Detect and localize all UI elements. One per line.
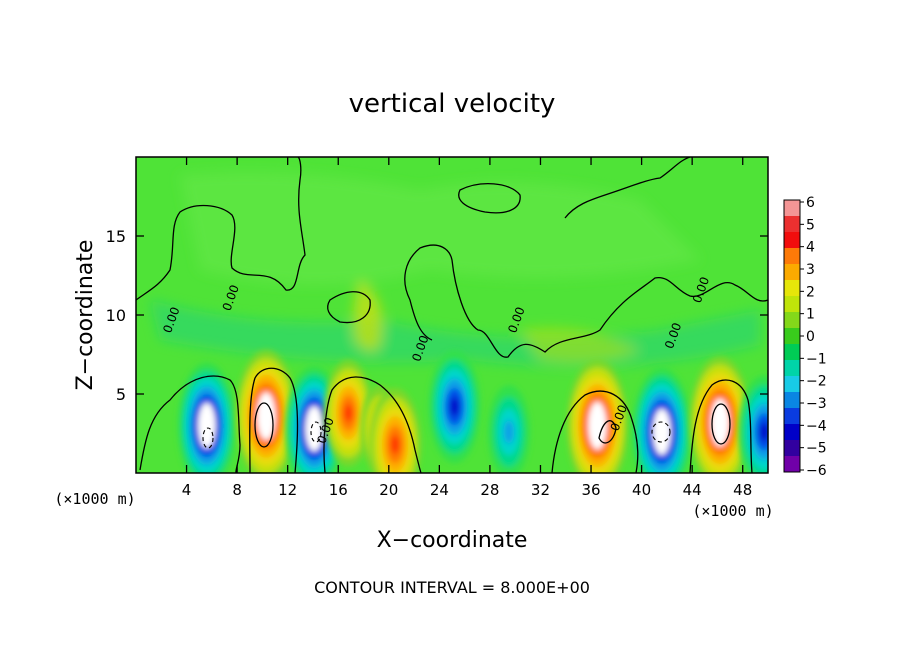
mid-yellow-wisp [353,280,383,352]
x-tick-label: 28 [480,481,499,499]
y-ticks: 5 10 15 [106,227,768,404]
colorbar-swatch [784,216,800,233]
x-unit-left: (×1000 m) [54,490,135,508]
x-tick-label: 12 [278,481,297,499]
contour-low-left [139,375,241,473]
velocity-features [177,349,768,473]
mid-yellow-wisp-2 [520,327,640,364]
dashed-core-3 [651,421,671,443]
field-texture [150,172,760,368]
x-tick-label: 44 [683,481,702,499]
y-tick-label: 5 [116,385,126,404]
velocity-core [588,401,607,450]
colorbar-tick-label: −5 [806,441,827,457]
colorbar-swatch [784,360,800,377]
contour-zero-right [404,244,768,358]
velocity-cell [235,349,297,473]
contour-upper-right [564,157,691,219]
velocity-cell [177,362,236,473]
velocity-cell [487,385,531,473]
contour-blob-2 [458,183,521,214]
upper-light-patch [180,172,700,285]
velocity-core [710,398,730,447]
contour-low-mid [249,367,299,473]
colorbar: 6 5 4 3 2 1 0 −1 −2 −3 −4 −5 −6 [783,195,827,479]
colorbar-swatch [784,456,800,473]
velocity-core [652,408,671,456]
velocity-cell [428,350,481,464]
colorbar-swatch [784,328,800,345]
colorbar-tick-label: 5 [806,217,815,233]
contour-interval: CONTOUR INTERVAL = 8.000E+00 [314,578,590,597]
contour-blob-1 [327,291,371,324]
velocity-level [450,397,459,417]
contour-low-right [551,390,639,473]
colorbar-tick-label: 1 [806,307,815,323]
colorbar-swatch [784,424,800,441]
contour-lines [136,157,768,473]
velocity-level [344,404,353,422]
colorbar-swatch [784,264,800,281]
contour-core-3 [598,420,617,444]
x-tick-label: 40 [632,481,651,499]
colorbar-swatch [784,440,800,457]
y-axis-label: Z−coordinate [73,240,98,391]
x-tick-label: 36 [581,481,600,499]
colorbar-tick-label: −1 [806,351,827,367]
velocity-cell [631,367,692,473]
colorbar-swatch [784,312,800,329]
x-unit-right: (×1000 m) [692,502,773,520]
colorbar-tick-label: 0 [806,329,815,345]
velocity-level [503,420,515,444]
velocity-level [390,435,400,454]
x-tick-label: 8 [232,481,242,499]
dashed-core-1 [202,427,214,449]
x-tick-label: 24 [430,481,449,499]
x-tick-label: 4 [182,481,192,499]
velocity-core [198,402,216,449]
colorbar-swatch [784,248,800,265]
colorbar-swatch [784,280,800,297]
velocity-cell [369,388,422,473]
colorbar-swatch [784,344,800,361]
y-tick-label: 15 [106,227,126,246]
x-tick-label: 48 [733,481,752,499]
colorbar-tick-label: 2 [806,284,815,300]
colorbar-swatch [784,376,800,393]
velocity-cell [738,375,768,473]
y-tick-label: 10 [106,306,126,325]
x-ticks: 4 8 12 16 20 24 28 32 36 40 44 48 [182,157,752,499]
colorbar-tick-label: −2 [806,374,827,390]
colorbar-swatch [784,408,800,425]
colorbar-swatch [784,392,800,409]
colorbar-tick-label: 3 [806,262,815,278]
x-tick-label: 32 [531,481,550,499]
x-tick-label: 16 [329,481,348,499]
contour-core-2 [711,403,731,445]
colorbar-tick-label: 6 [806,195,815,211]
x-axis-label: X−coordinate [377,528,528,553]
contour-low-right2 [689,379,753,473]
contour-low-mid2 [323,376,422,473]
colorbar-tick-label: 4 [806,240,815,256]
chart-title: vertical velocity [349,89,556,119]
colorbar-tick-label: −3 [806,396,827,412]
contour-core-1 [254,402,274,448]
colorbar-swatch [784,200,800,217]
colorbar-tick-label: −6 [806,463,827,479]
velocity-level [759,422,768,442]
contour-zero-main [136,157,306,301]
velocity-cell [566,359,629,473]
contour-dashed [202,421,671,449]
colorbar-swatch [784,232,800,249]
dashed-core-2 [310,421,322,443]
colorbar-tick-label: −4 [806,418,827,434]
x-tick-label: 20 [379,481,398,499]
colorbar-swatch [784,296,800,313]
velocity-cell [323,359,373,467]
plot-area: 0.000.000.000.000.000.000.000.00 [136,157,768,473]
